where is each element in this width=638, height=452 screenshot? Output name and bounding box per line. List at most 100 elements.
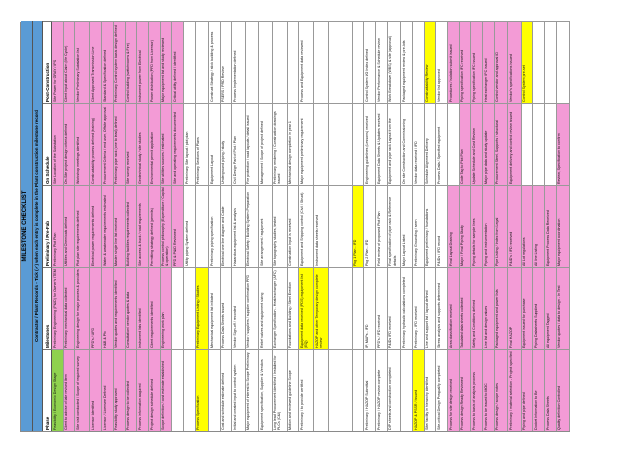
cell-post: Work Breakdown (WBS) & site (approval) xyxy=(387,21,401,103)
cell-preliminary: Process control philosophy (Expenditure … xyxy=(160,185,172,267)
table-row: Licensor / Licensee Defined H&B & Pfc Wate… xyxy=(102,21,114,431)
cell-milestone: Client requirements identified xyxy=(148,267,160,349)
column-header-schedule: On Schedule xyxy=(43,103,52,185)
cell-preliminary: Major equipment coordination xyxy=(556,185,569,267)
cell-post: Process and Equipment data reviewed xyxy=(299,21,314,103)
cell-milestone: Engineering design for major process & p… xyxy=(75,267,90,349)
cell-phase: Preliminary / HAZOP Submittal xyxy=(364,349,376,431)
cell-phase: Process to basis of analysis process xyxy=(471,349,483,431)
cell-schedule: Site survey received xyxy=(125,103,137,185)
cell-post: Constructability Review xyxy=(424,21,436,103)
cell-schedule: Geotechnical study / site studies xyxy=(137,103,148,185)
cell-preliminary: Major / Final Piping Study xyxy=(459,185,471,267)
cell-preliminary: P&ID's / IFD received xyxy=(508,185,521,267)
cell-phase xyxy=(401,349,412,431)
cell-milestone: All equipment Tagged xyxy=(544,267,556,349)
cell-milestone xyxy=(329,267,352,349)
cell-post xyxy=(314,21,329,103)
cell-phase: Long lead Procurement Identified / Insta… xyxy=(272,349,287,431)
cell-milestone: Mechanical equipment list initiated xyxy=(209,267,220,349)
cell-milestone: Engineering work plan xyxy=(160,267,172,349)
cell-milestone: Foundations and Building / Steel Erectio… xyxy=(287,267,299,349)
cell-milestone: Vendor / suppliers / supplier confirmati… xyxy=(245,267,259,349)
table-row: Quality definition Controlled Vendor quot… xyxy=(556,21,570,431)
cell-milestone: Preliminary Equipment Listing / Studies xyxy=(195,267,209,349)
cell-preliminary: Plot plan site requirements defined xyxy=(75,185,90,267)
cell-preliminary: Preliminary Grounding / seen xyxy=(412,185,424,267)
table-row: Cost and schedule estimate defined Proces… xyxy=(220,21,233,431)
cell-post: PSERS / PRD Review xyxy=(220,21,232,103)
table-row: HAZOP & PSSR / Issued Preliminary - IFD r… xyxy=(412,21,425,431)
cell-preliminary: Instrument data sheets received xyxy=(314,185,329,267)
cell-milestone: IP, MAPs - IFD xyxy=(364,267,376,349)
cell-schedule: Review, Specification to confirm xyxy=(556,103,569,185)
cell-preliminary: Equipment preliminary / foundations xyxy=(424,185,436,267)
cell-schedule: Engineering guidelines (Lessons) receive… xyxy=(364,103,376,185)
cell-milestone: Packaged equipment and power lists xyxy=(494,267,508,349)
cell-milestone: Safety and Conditions defined xyxy=(471,267,483,349)
cell-milestone: P&IDs IFD received xyxy=(387,267,401,349)
cell-preliminary: Utility piping System defined xyxy=(184,185,195,267)
cell-phase: Project design schedule defined xyxy=(148,349,160,431)
cell-milestone: Relief valves and equipment sizing xyxy=(259,267,272,349)
cell-schedule xyxy=(329,103,352,185)
cell-phase: Site/ facility in hierarchy identified xyxy=(424,349,436,431)
table-row: Preliminary / HAZOP review complete PFD's… xyxy=(376,21,388,431)
cell-phase: Preliminary / material selection - Proje… xyxy=(508,349,521,431)
cell-phase: Preliminary / HAZOP review complete xyxy=(376,349,387,431)
cell-schedule: Equipment delivery and control review is… xyxy=(508,103,521,185)
table-row: Initial and created input to control sys… xyxy=(232,21,246,431)
cell-post: Packaged equipment review & pre-lots xyxy=(401,21,412,103)
cell-post: Control building (switchrooms & Fire) xyxy=(125,21,137,103)
cell-post: Critical utility defined / identified xyxy=(172,21,183,103)
table-row: Process Specification Preliminary Equipme… xyxy=(195,21,210,431)
cell-post: Preliminary Control system basis design … xyxy=(113,21,125,103)
cell-post: Control System pre-set xyxy=(521,21,533,103)
cell-milestone: Preliminary - IFD received xyxy=(412,267,424,349)
cell-schedule: Equipment Layout xyxy=(209,103,220,185)
table-row: Process for site design received Area cla… xyxy=(448,21,460,431)
cell-schedule: Update Schedule and Cost Review xyxy=(471,103,483,185)
cell-milestone: Area classification received xyxy=(448,267,459,349)
table-row: Preliminary / material selection - Proje… xyxy=(508,21,522,431)
checklist-title-bar: MILESTONE CHECKLIST xyxy=(21,21,33,431)
cell-preliminary: Electrical one line diagram and Cable xyxy=(220,185,232,267)
cell-phase: Cost and schedule estimate defined xyxy=(220,349,232,431)
table-row: Process to be issued to MOC Line list and… xyxy=(483,21,495,431)
cell-milestone: PFD's / UFD xyxy=(90,267,102,349)
cell-phase xyxy=(314,349,329,431)
cell-schedule: Preliminary Site layout / plot plan xyxy=(184,103,195,185)
cell-milestone: Preliminary hydraulic calculations compl… xyxy=(401,267,412,349)
cell-preliminary: Permitting strategy defined (permits) xyxy=(148,185,160,267)
cell-preliminary: Water & wastewater requirements estimate… xyxy=(102,185,113,267)
table-row: Process design to be collected Consultati… xyxy=(125,21,138,431)
cell-phase: Site-critical Design Prequalify complete… xyxy=(436,349,447,431)
table-row: DIP sheets and construction completed P&I… xyxy=(387,21,402,431)
cell-schedule: Site and operating requirements document… xyxy=(172,103,183,185)
cell-phase: Scope definition / cost estimate establi… xyxy=(160,349,172,431)
cell-post: Control vendor and approval ID xyxy=(494,21,508,103)
cell-phase: Process design Ready Reviewed xyxy=(459,349,471,431)
cell-milestone: Exchanger Specification - Heat/exchanger… xyxy=(272,267,287,349)
cell-schedule: Mechanical design completion in year 1 xyxy=(287,103,299,185)
cell-phase: Process information acquired xyxy=(137,349,148,431)
cell-preliminary: Construction Input is received xyxy=(287,185,299,267)
cell-post: Site Power for GRAY / IPS xyxy=(52,21,63,103)
table-row: Motion and reviewed guideline Scope Found… xyxy=(287,21,300,431)
cell-phase: Initial and created input to control sys… xyxy=(232,349,245,431)
cell-phase: Process design / scope notes xyxy=(494,349,508,431)
cell-post: Procedures / isolation submit issued xyxy=(448,21,459,103)
cell-post: Client Approved Transmission Line xyxy=(90,21,102,103)
cell-milestone: Vendor Sign-off / recorded xyxy=(232,267,245,349)
cell-post: Client Input about Claim (life Cycle) xyxy=(63,21,75,103)
table-row: Process design / scope notes Packaged equ… xyxy=(494,21,509,431)
table-row: Process information acquired Instrument l… xyxy=(137,21,149,431)
cell-phase xyxy=(329,349,352,431)
table-row: Scope definition / cost estimate establi… xyxy=(160,21,173,431)
table-row: Process Data Sheets All equipment Tagged E… xyxy=(544,21,557,431)
cell-post xyxy=(329,21,352,103)
cell-milestone: Instrument lists identified xyxy=(137,267,148,349)
cell-phase: Site visit conducted / Scope of required… xyxy=(75,349,90,431)
cell-preliminary: Preliminary piping specification xyxy=(209,185,220,267)
